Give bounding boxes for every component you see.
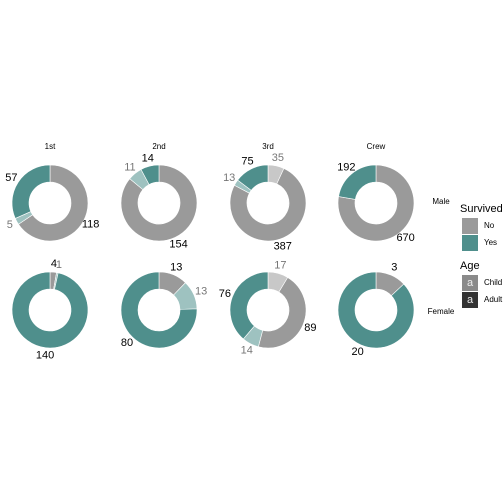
data-label: 17 <box>274 260 286 272</box>
donut-segment <box>11 164 51 219</box>
legend-key <box>462 292 478 308</box>
data-label: 13 <box>223 172 235 184</box>
legend-key-glyph: a <box>467 294 474 306</box>
data-label: 670 <box>396 232 414 244</box>
data-label: 57 <box>5 172 17 184</box>
legend-label: Adult <box>484 295 503 304</box>
data-label: 14 <box>241 345 253 357</box>
donut-segment <box>229 168 307 242</box>
data-label: 5 <box>7 219 13 231</box>
legend-label: Child <box>484 278 502 287</box>
strip-label: Male <box>432 197 450 206</box>
data-label: 1 <box>56 259 62 271</box>
strip-label: Crew <box>367 142 386 151</box>
data-label: 118 <box>82 219 100 231</box>
data-label: 3 <box>391 262 397 274</box>
legend-key <box>462 235 478 251</box>
data-label: 4 <box>51 258 57 270</box>
legend-key <box>462 275 478 291</box>
data-label: 11 <box>124 161 135 173</box>
strip-label: 3rd <box>262 142 274 151</box>
data-label: 75 <box>241 156 253 168</box>
strip-label: Female <box>428 307 455 316</box>
donut-segment <box>337 271 415 349</box>
donut-segment <box>18 164 89 242</box>
data-label: 89 <box>304 322 316 334</box>
donut-segment <box>120 164 198 242</box>
data-label: 20 <box>352 346 364 358</box>
data-label: 192 <box>337 162 355 174</box>
legend-label: No <box>484 221 495 230</box>
donut-segment <box>257 277 307 349</box>
data-label: 80 <box>121 337 133 349</box>
donut-segment <box>11 271 89 349</box>
legend-label: Yes <box>484 238 497 247</box>
legend-key <box>462 218 478 234</box>
data-label: 35 <box>272 152 284 164</box>
data-label: 387 <box>274 240 292 252</box>
data-label: 76 <box>219 288 231 300</box>
data-label: 154 <box>169 239 187 251</box>
legend-title: Age <box>460 260 480 272</box>
data-label: 13 <box>195 285 207 297</box>
donut-segment <box>229 271 269 340</box>
strip-label: 1st <box>45 142 56 151</box>
data-label: 14 <box>142 152 154 164</box>
donut-segment <box>140 164 160 185</box>
donut-segment <box>337 164 415 242</box>
data-label: 13 <box>170 261 182 273</box>
donut-segment <box>120 271 198 349</box>
data-label: 140 <box>36 350 54 362</box>
donut-segment <box>237 164 269 191</box>
legend-title: Survived <box>460 203 503 215</box>
donut-segment <box>338 164 377 200</box>
legend-key-glyph: a <box>467 277 474 289</box>
strip-label: 2nd <box>152 142 165 151</box>
